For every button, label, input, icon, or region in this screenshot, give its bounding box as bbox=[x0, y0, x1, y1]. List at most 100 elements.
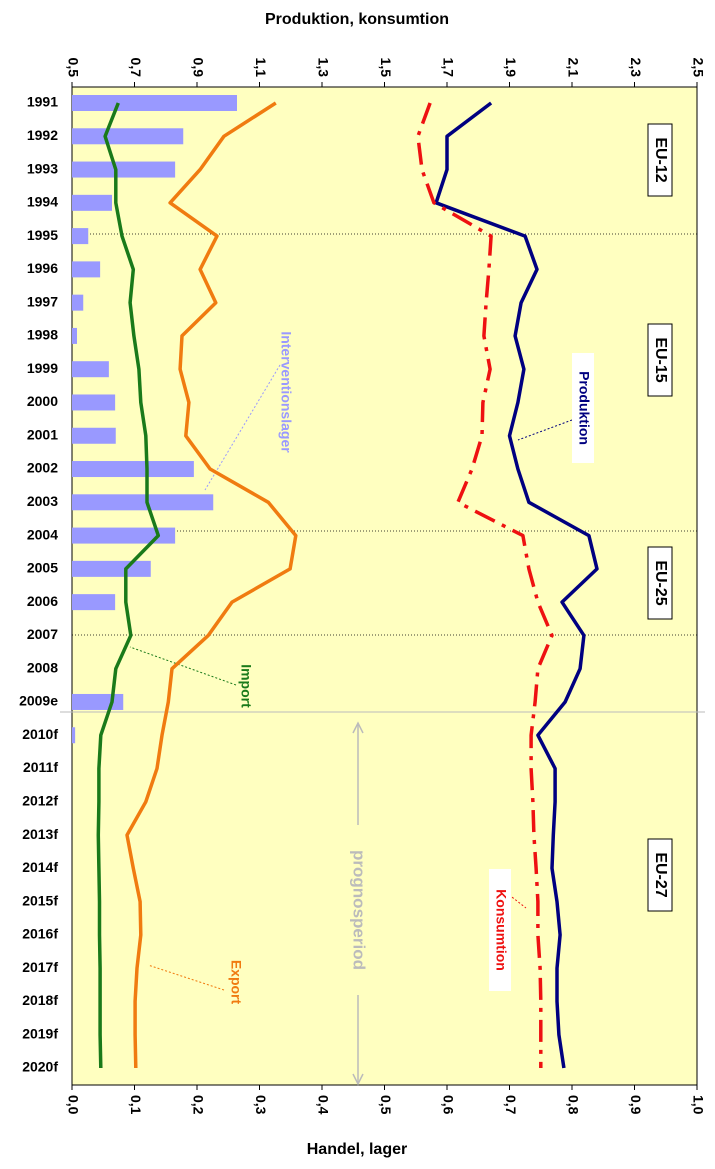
y-tick-label: 2018f bbox=[22, 992, 58, 1008]
series-label: Export bbox=[228, 960, 244, 1005]
bar bbox=[72, 327, 77, 344]
y-tick-label: 2016f bbox=[22, 926, 58, 942]
x2-tick-label: 1,7 bbox=[440, 58, 456, 78]
period-label: EU-27 bbox=[652, 852, 669, 897]
x2-tick-label: 0,5 bbox=[65, 58, 81, 78]
x-tick-label: 0,4 bbox=[315, 1095, 331, 1115]
x-tick-label: 0,7 bbox=[503, 1095, 519, 1115]
x-tick-label: 0,5 bbox=[378, 1095, 394, 1115]
x2-tick-label: 2,5 bbox=[690, 58, 706, 78]
y-tick-label: 1993 bbox=[27, 160, 58, 176]
label-pointers bbox=[129, 364, 573, 991]
period-box bbox=[647, 838, 673, 912]
y-tick-label: 2014f bbox=[22, 859, 58, 875]
x2-tick-label: 0,7 bbox=[128, 58, 144, 78]
x2-tick-label: 1,1 bbox=[253, 58, 269, 78]
period-box bbox=[647, 323, 673, 397]
y-tick-label: 2003 bbox=[27, 493, 58, 509]
x-tick-label: 0,1 bbox=[128, 1095, 144, 1115]
bar bbox=[72, 128, 184, 145]
bar bbox=[72, 693, 124, 710]
pointer bbox=[129, 646, 237, 686]
y-tick-label: 1991 bbox=[27, 94, 58, 110]
y-tick-label: 1996 bbox=[27, 260, 58, 276]
series-line bbox=[434, 101, 599, 1069]
y-tick-label: 2019f bbox=[22, 1025, 58, 1041]
period-label: EU-15 bbox=[652, 337, 669, 382]
series-label: Interventionslager bbox=[278, 331, 294, 453]
y-tick-label: 1994 bbox=[27, 194, 58, 210]
y-tick-label: 2010f bbox=[22, 726, 58, 742]
period-label: EU-25 bbox=[652, 560, 669, 605]
period-label: EU-12 bbox=[652, 137, 669, 182]
x-tick-label: 0,2 bbox=[190, 1095, 206, 1115]
bar bbox=[72, 194, 112, 211]
bar bbox=[72, 527, 176, 544]
y-tick-label: 2007 bbox=[27, 626, 58, 642]
label-box bbox=[572, 353, 594, 463]
series-line bbox=[96, 102, 161, 1069]
period-box bbox=[647, 123, 673, 197]
bar bbox=[72, 294, 84, 311]
y-tick-label: 2001 bbox=[27, 426, 58, 442]
y-tick-label: 2006 bbox=[27, 593, 58, 609]
y-tick-label: 1999 bbox=[27, 360, 58, 376]
x2-tick-label: 2,3 bbox=[628, 58, 644, 78]
x-tick-label: 1,0 bbox=[690, 1095, 706, 1115]
bar bbox=[72, 594, 116, 611]
series-line bbox=[125, 101, 298, 1069]
y-tick-label: 2017f bbox=[22, 959, 58, 975]
bar bbox=[72, 727, 76, 744]
y-tick-label: 2013f bbox=[22, 826, 58, 842]
plot-area bbox=[71, 86, 698, 1086]
y-tick-label: 2008 bbox=[27, 659, 58, 675]
x2-tick-label: 1,9 bbox=[503, 58, 519, 78]
bar bbox=[72, 361, 109, 378]
arrow-head bbox=[352, 721, 364, 1086]
bar bbox=[72, 461, 194, 478]
annotation: prognosperiod bbox=[350, 850, 369, 970]
y-tick-label: 2000 bbox=[27, 393, 58, 409]
bar bbox=[72, 228, 89, 245]
y-tick-label: 1992 bbox=[27, 127, 58, 143]
series-label: Produktion bbox=[576, 371, 592, 445]
y-tick-label: 1998 bbox=[27, 327, 58, 343]
y-tick-label: 2002 bbox=[27, 460, 58, 476]
y-tick-label: 1997 bbox=[27, 293, 58, 309]
bottom-axis-title: Handel, lager bbox=[307, 1141, 407, 1158]
y-tick-label: 2011f bbox=[23, 759, 58, 775]
x-tick-label: 0,0 bbox=[65, 1095, 81, 1115]
x2-tick-label: 0,9 bbox=[190, 58, 206, 78]
forecast-arrow bbox=[352, 721, 364, 1086]
bar bbox=[72, 494, 214, 511]
y-tick-label: 2012f bbox=[22, 792, 58, 808]
x-tick-label: 0,8 bbox=[565, 1095, 581, 1115]
bar bbox=[72, 394, 116, 411]
y-tick-label: 2009e bbox=[19, 693, 58, 709]
x-tick-label: 0,9 bbox=[628, 1095, 644, 1115]
series-label: Konsumtion bbox=[493, 889, 509, 971]
y-tick-label: 2005 bbox=[27, 560, 58, 576]
pointer bbox=[147, 964, 225, 991]
y-tick-label: 2015f bbox=[22, 892, 58, 908]
bar bbox=[72, 161, 176, 178]
x2-tick-label: 2,1 bbox=[565, 58, 581, 78]
x-tick-label: 0,6 bbox=[440, 1095, 456, 1115]
series-line bbox=[416, 102, 554, 1068]
top-axis-title: Produktion, konsumtion bbox=[265, 11, 449, 28]
bar bbox=[72, 261, 101, 278]
bar bbox=[72, 560, 151, 577]
period-box bbox=[647, 546, 673, 620]
y-tick-label: 2004 bbox=[27, 526, 58, 542]
label-box bbox=[489, 869, 511, 991]
period-separators bbox=[72, 233, 697, 636]
x2-tick-label: 1,3 bbox=[315, 58, 331, 78]
pointer bbox=[204, 364, 281, 491]
y-tick-label: 2020f bbox=[22, 1059, 58, 1075]
x2-tick-label: 1,5 bbox=[378, 58, 394, 78]
bar bbox=[72, 427, 116, 444]
y-tick-label: 1995 bbox=[27, 227, 58, 243]
pointer bbox=[517, 419, 573, 441]
x-tick-label: 0,3 bbox=[253, 1095, 269, 1115]
